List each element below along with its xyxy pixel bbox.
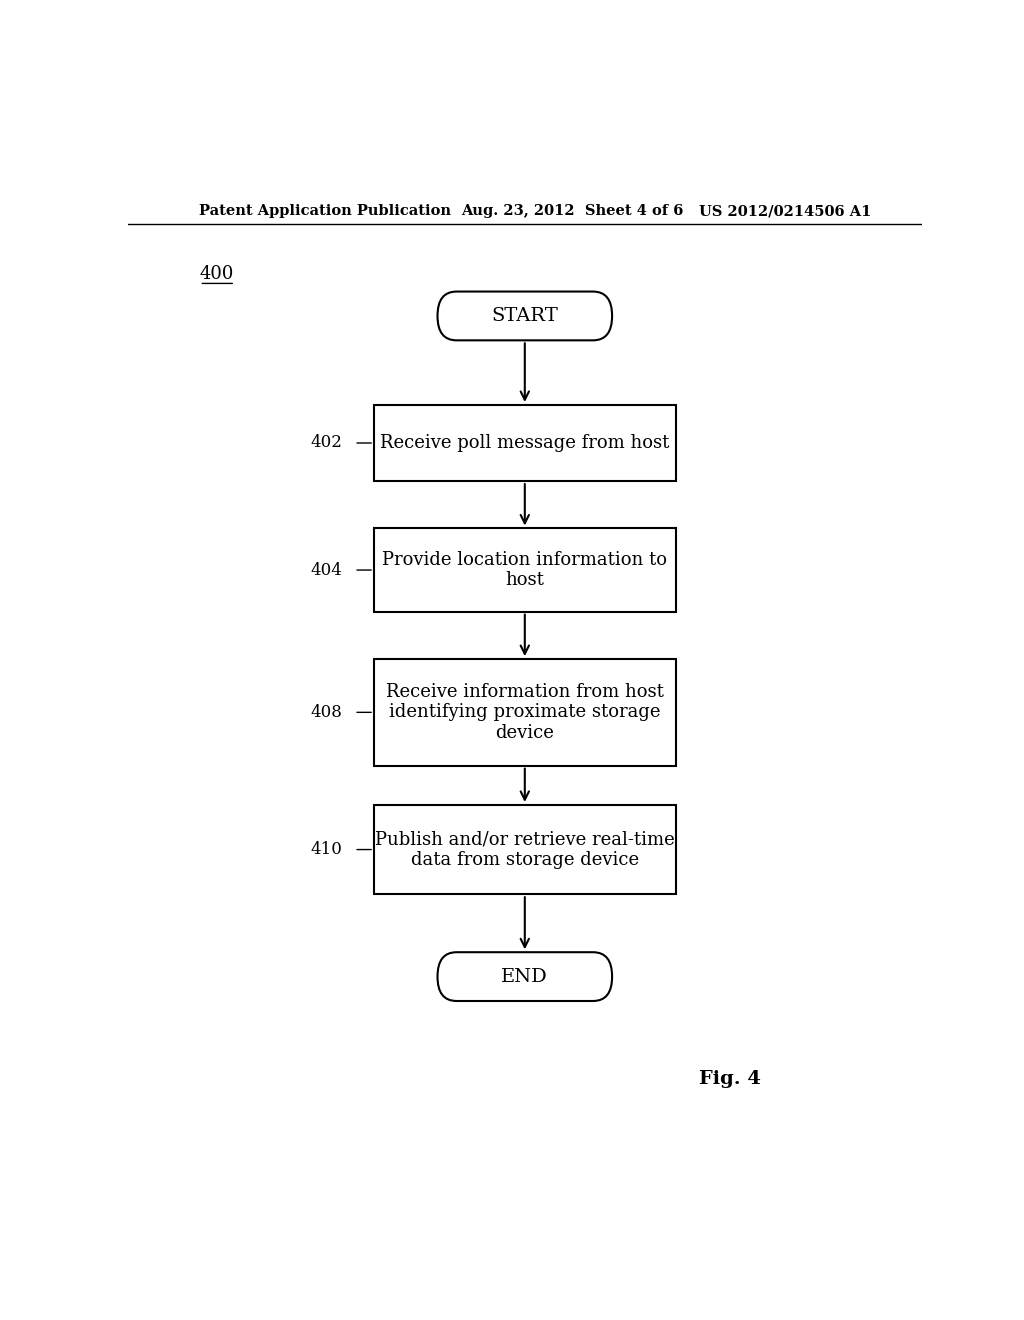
Text: 402: 402: [310, 434, 342, 451]
Text: 404: 404: [310, 561, 342, 578]
Text: 410: 410: [310, 841, 342, 858]
Text: Receive information from host
identifying proximate storage
device: Receive information from host identifyin…: [386, 682, 664, 742]
FancyBboxPatch shape: [374, 528, 676, 611]
Text: Aug. 23, 2012  Sheet 4 of 6: Aug. 23, 2012 Sheet 4 of 6: [461, 205, 684, 218]
Text: 408: 408: [310, 704, 342, 721]
FancyBboxPatch shape: [374, 405, 676, 480]
Text: Receive poll message from host: Receive poll message from host: [380, 434, 670, 451]
Text: Publish and/or retrieve real-time
data from storage device: Publish and/or retrieve real-time data f…: [375, 830, 675, 869]
Text: Fig. 4: Fig. 4: [699, 1071, 761, 1089]
Text: Provide location information to
host: Provide location information to host: [382, 550, 668, 590]
FancyBboxPatch shape: [437, 952, 612, 1001]
Text: US 2012/0214506 A1: US 2012/0214506 A1: [699, 205, 871, 218]
Text: 400: 400: [200, 265, 233, 282]
Text: START: START: [492, 308, 558, 325]
Text: Patent Application Publication: Patent Application Publication: [200, 205, 452, 218]
FancyBboxPatch shape: [374, 805, 676, 894]
FancyBboxPatch shape: [374, 659, 676, 766]
Text: END: END: [502, 968, 548, 986]
FancyBboxPatch shape: [437, 292, 612, 341]
